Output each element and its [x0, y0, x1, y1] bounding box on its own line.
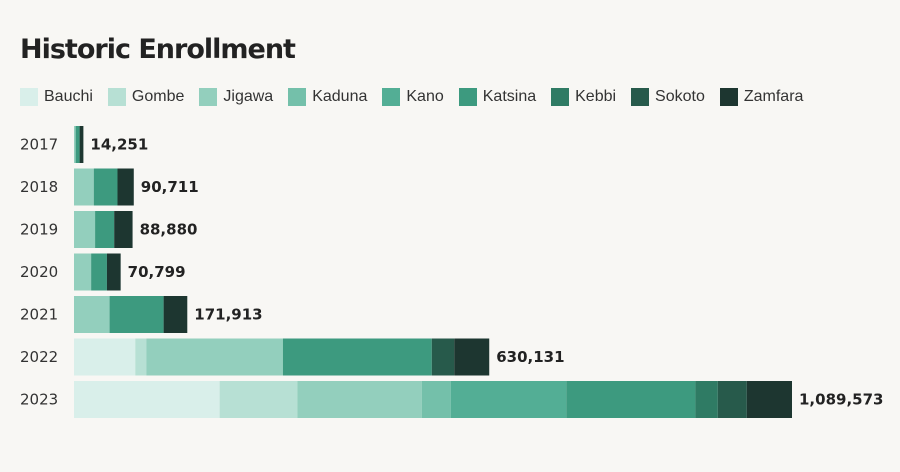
- bar-segment: [297, 381, 422, 418]
- legend-label: Bauchi: [44, 88, 93, 105]
- bar-segment: [79, 126, 84, 163]
- legend-label: Sokoto: [655, 88, 705, 105]
- year-label: 2022: [20, 348, 58, 366]
- bar-segment: [746, 381, 792, 418]
- bar-segment: [695, 381, 718, 418]
- bar-row: 2018 90,711: [20, 168, 199, 206]
- legend-label: Kaduna: [312, 88, 368, 105]
- bar-segment: [282, 338, 432, 376]
- bar-segment: [74, 338, 136, 376]
- bar-segment: [74, 211, 96, 248]
- bar-row: 2023 1,089,573: [20, 381, 883, 418]
- year-label: 2020: [20, 263, 58, 281]
- bar-segment: [91, 253, 107, 291]
- bar-segment: [95, 211, 115, 248]
- legend-label: Kebbi: [575, 88, 617, 105]
- bar-segment: [109, 296, 164, 333]
- bar-segment: [450, 381, 567, 418]
- bar-segment: [163, 296, 188, 333]
- year-label: 2017: [20, 136, 58, 154]
- legend-swatch: [631, 88, 650, 106]
- legend-item: Bauchi: [20, 88, 93, 106]
- chart-legend: Bauchi Gombe Jigawa Kaduna Kano Katsina Kebbi S…: [20, 86, 818, 108]
- total-label: 88,880: [140, 221, 198, 239]
- bar-segment: [114, 211, 133, 248]
- legend-swatch: [458, 88, 477, 106]
- legend-swatch: [551, 88, 570, 106]
- year-label: 2021: [20, 306, 58, 324]
- bar-segment: [219, 381, 298, 418]
- bar-segment: [74, 253, 92, 291]
- legend-item: Sokoto: [631, 88, 705, 106]
- legend-swatch: [288, 88, 307, 106]
- total-label: 171,913: [194, 306, 262, 324]
- year-label: 2019: [20, 221, 58, 239]
- bar-segment: [117, 168, 134, 206]
- bar-segment: [106, 253, 121, 291]
- legend-label: Zamfara: [743, 88, 804, 105]
- bar-segment: [146, 338, 283, 376]
- legend-item: Zamfara: [719, 88, 804, 106]
- legend-item: Katsina: [458, 88, 537, 106]
- bar-row: 2017 14,251: [20, 126, 148, 163]
- bar-segment: [454, 338, 490, 376]
- legend-swatch: [107, 88, 126, 106]
- legend-item: Kano: [382, 88, 444, 106]
- total-label: 90,711: [141, 178, 199, 196]
- legend-item: Gombe: [107, 88, 185, 106]
- bar-segment: [421, 381, 451, 418]
- legend-label: Kano: [406, 88, 444, 105]
- bar-segment: [431, 338, 455, 376]
- bar-segment: [74, 296, 110, 333]
- legend-swatch: [719, 88, 738, 106]
- total-label: 1,089,573: [799, 391, 883, 409]
- legend-swatch: [20, 88, 38, 106]
- bar-segment: [75, 126, 80, 163]
- bar-segment: [717, 381, 747, 418]
- bar-segment: [74, 168, 94, 206]
- bar-segment: [135, 338, 147, 376]
- bar-row: 2021 171,913: [20, 296, 263, 333]
- bar-row: 2020 70,799: [20, 253, 186, 291]
- legend-item: Kebbi: [551, 88, 616, 106]
- total-label: 630,131: [496, 348, 564, 366]
- year-label: 2023: [20, 391, 58, 409]
- legend-label: Jigawa: [223, 88, 274, 105]
- total-label: 70,799: [128, 263, 186, 281]
- bar-row: 2019 88,880: [20, 211, 197, 248]
- legend-label: Gombe: [131, 88, 185, 105]
- legend-swatch: [382, 88, 401, 106]
- bar-segment: [566, 381, 696, 418]
- bar-segment: [74, 381, 220, 418]
- legend-label: Katsina: [482, 88, 537, 105]
- bar-row: 2022 630,131: [20, 338, 565, 376]
- bar-segment: [74, 126, 76, 163]
- legend-item: Kaduna: [288, 88, 367, 106]
- legend-item: Jigawa: [199, 88, 273, 106]
- total-label: 14,251: [90, 136, 148, 154]
- legend-swatch: [199, 88, 218, 106]
- year-label: 2018: [20, 178, 58, 196]
- chart-title: Historic Enrollment: [20, 34, 296, 65]
- bar-segment: [93, 168, 118, 206]
